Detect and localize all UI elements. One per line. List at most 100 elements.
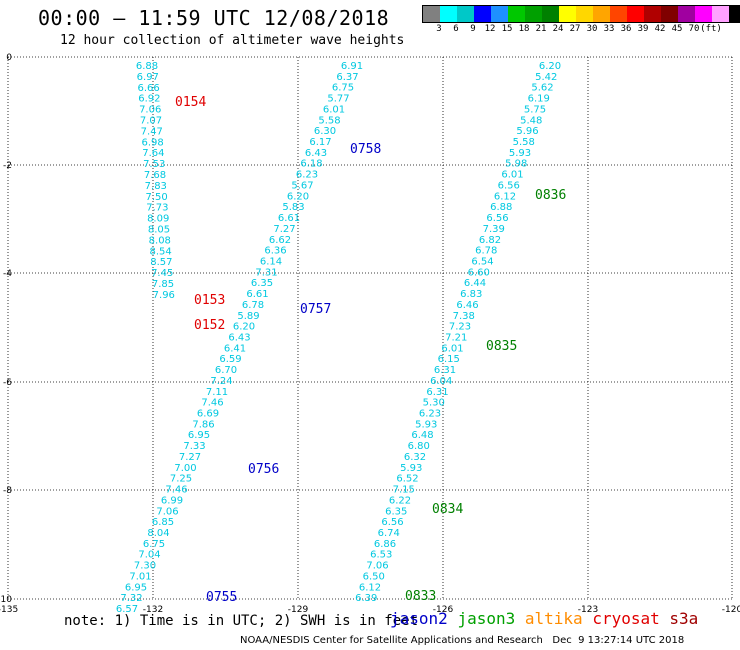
- map-grid: [7, 56, 733, 600]
- pass-time-label: 0152: [194, 318, 225, 333]
- wave-height-value: 6.35: [385, 506, 407, 517]
- wave-height-value: 6.43: [228, 333, 250, 344]
- wave-height-value: 8.09: [147, 214, 169, 225]
- wave-height-value: 6.36: [264, 246, 286, 257]
- wave-height-value: 6.44: [464, 278, 486, 289]
- wave-height-value: 5.75: [524, 104, 546, 115]
- axis-tick-labels: -135 -132 -129 -126 -123 -120 0 -2 -4 -6 -8 -10: [0, 53, 740, 615]
- wave-height-value: 7.83: [145, 181, 167, 192]
- legend-swatch: [695, 6, 712, 22]
- x-tick-label: -126: [433, 605, 454, 615]
- satellite-legend: jason2 jason3 altika cryosat s3a: [390, 609, 698, 628]
- legend-swatch: [440, 6, 457, 22]
- wave-height-value: 6.61: [278, 213, 300, 224]
- pass-time-label: 0836: [535, 188, 566, 203]
- wave-height-value: 7.46: [165, 485, 187, 496]
- wave-height-value: 7.33: [183, 441, 205, 452]
- legend-swatch: [423, 6, 440, 22]
- altimeter-tracks: 6.886.976.666.927.067.077.476.987.647.53…: [116, 61, 561, 615]
- pass-time-label: 0834: [432, 502, 463, 517]
- wave-height-value: 6.99: [161, 495, 183, 506]
- wave-height-value: 7.06: [139, 105, 161, 116]
- legend-label: 42: [654, 24, 666, 34]
- wave-height-value: 7.01: [129, 571, 151, 582]
- pass-time-label: 0756: [248, 462, 279, 477]
- wave-height-value: 6.70: [215, 365, 237, 376]
- wave-height-value: 7.04: [138, 550, 160, 561]
- wave-height-value: 6.56: [498, 180, 520, 191]
- legend-label: 30: [586, 24, 598, 34]
- wave-height-value: 6.31: [434, 365, 456, 376]
- wave-height-value: 5.58: [513, 137, 535, 148]
- wave-height-value: 6.23: [296, 170, 318, 181]
- wave-height-value: 5.93: [400, 463, 422, 474]
- wave-height-value: 6.46: [456, 300, 478, 311]
- wave-height-value: 5.62: [531, 83, 553, 94]
- color-legend: [422, 5, 740, 23]
- footer-note: note: 1) Time is in UTC; 2) SWH is in fe…: [64, 613, 419, 629]
- wave-height-value: 6.14: [260, 256, 282, 267]
- wave-height-value: 6.74: [378, 528, 400, 539]
- wave-height-value: 7.15: [393, 485, 415, 496]
- wave-height-value: 6.62: [269, 235, 291, 246]
- wave-height-value: 6.54: [471, 256, 493, 267]
- legend-swatch: [627, 6, 644, 22]
- wave-height-value: 6.59: [219, 354, 241, 365]
- wave-height-value: 7.86: [192, 419, 214, 430]
- wave-height-value: 6.88: [136, 61, 158, 72]
- legend-swatch: [559, 6, 576, 22]
- pass-time-label: 0758: [350, 142, 381, 157]
- wave-height-value: 5.30: [423, 398, 445, 409]
- wave-height-value: 6.69: [197, 409, 219, 420]
- wave-height-value: 6.75: [143, 539, 165, 550]
- legend-swatch: [729, 6, 740, 22]
- wave-height-value: 6.91: [341, 61, 363, 72]
- legend-swatch: [712, 6, 729, 22]
- legend-swatch: [542, 6, 559, 22]
- legend-label: 15: [501, 24, 513, 34]
- pass-time-label: 0757: [300, 302, 331, 317]
- wave-height-value: 5.89: [237, 311, 259, 322]
- wave-height-value: 5.83: [282, 202, 304, 213]
- wave-height-value: 5.96: [516, 126, 538, 137]
- wave-height-value: 8.54: [149, 246, 171, 257]
- wave-height-value: 7.85: [152, 279, 174, 290]
- wave-height-value: 6.78: [475, 246, 497, 257]
- wave-height-value: 6.86: [374, 539, 396, 550]
- satellite-name: s3a: [669, 609, 699, 628]
- wave-height-value: 7.27: [273, 224, 295, 235]
- legend-swatch: [491, 6, 508, 22]
- wave-height-value: 6.56: [486, 213, 508, 224]
- wave-height-value: 6.04: [430, 376, 452, 387]
- legend-label: 33: [603, 24, 615, 34]
- wave-height-value: 6.95: [125, 582, 147, 593]
- legend-swatch: [661, 6, 678, 22]
- legend-swatch: [576, 6, 593, 22]
- wave-height-value: 6.01: [323, 104, 345, 115]
- wave-height-value: 6.61: [246, 289, 268, 300]
- wave-height-value: 5.48: [520, 115, 542, 126]
- legend-swatch: [508, 6, 525, 22]
- wave-height-value: 6.83: [460, 289, 482, 300]
- satellite-name: cryosat: [592, 609, 670, 628]
- wave-height-value: 5.67: [291, 180, 313, 191]
- wave-height-value: 6.01: [441, 343, 463, 354]
- wave-height-value: 7.24: [210, 376, 232, 387]
- wave-height-value: 6.57: [116, 604, 138, 615]
- legend-label: 9: [470, 24, 476, 34]
- x-tick-label: -123: [578, 605, 598, 615]
- wave-height-value: 7.00: [174, 463, 196, 474]
- wave-height-value: 7.39: [483, 224, 505, 235]
- x-tick-label: -129: [288, 605, 309, 615]
- wave-height-value: 7.64: [142, 148, 164, 159]
- legend-label: 24: [552, 24, 564, 34]
- y-tick-label: -8: [3, 486, 12, 496]
- wave-height-value: 7.32: [120, 593, 142, 604]
- legend-label: 3: [436, 24, 442, 34]
- wave-height-value: 6.32: [404, 452, 426, 463]
- wave-height-value: 6.66: [137, 83, 159, 94]
- pass-time-label: 0833: [405, 589, 436, 604]
- legend-swatch: [610, 6, 627, 22]
- legend-label: 21: [535, 24, 547, 34]
- y-tick-label: -10: [0, 595, 12, 605]
